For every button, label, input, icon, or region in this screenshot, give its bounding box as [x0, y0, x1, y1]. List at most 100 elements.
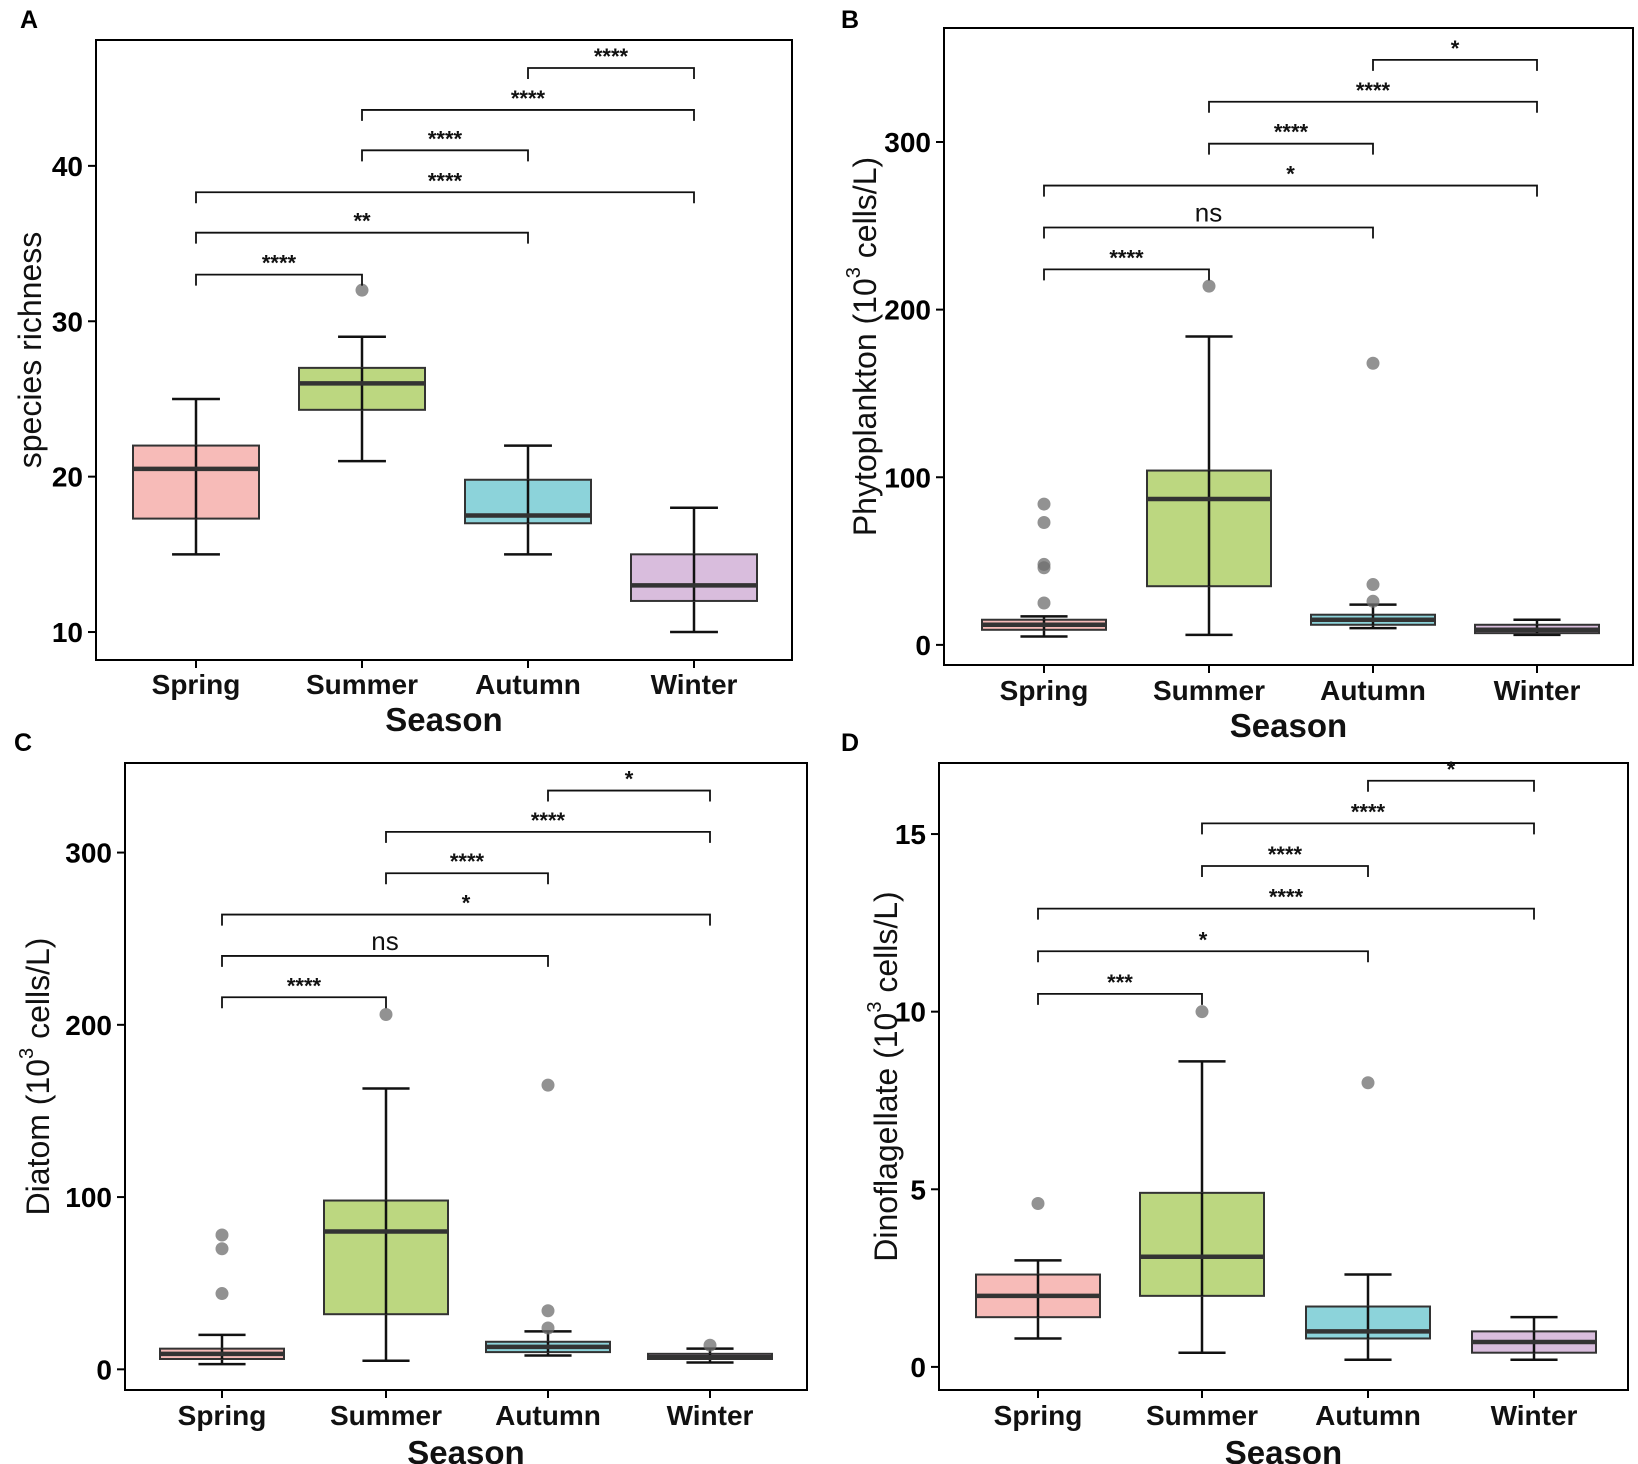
y-tick-label: 5 [910, 1174, 926, 1205]
x-tick-label-spring: Spring [152, 669, 241, 700]
bracket-line [221, 913, 711, 926]
outlier-point [1202, 279, 1216, 293]
bracket-line [527, 67, 695, 79]
y-axis-label-suffix: cells/L) [847, 157, 883, 267]
significance-bracket: * [221, 891, 711, 926]
box-summer [1146, 279, 1272, 637]
y-tick-label: 0 [915, 630, 931, 661]
panel-d: D 0 5 10 15 Dinoflagellate (103 cells/L) Sprin… [841, 729, 1629, 1464]
y-axis-label: Dinoflagellate (103 cells/L) [864, 891, 904, 1261]
significance-label: * [625, 767, 634, 792]
box-spring [132, 397, 260, 556]
significance-bracket: **** [195, 251, 363, 286]
x-axis-label: Season [407, 1434, 524, 1464]
significance-label: * [1199, 927, 1208, 952]
bracket-line [195, 191, 695, 204]
significance-label: **** [450, 849, 485, 874]
y-axis-label-suffix: cells/L) [20, 938, 56, 1048]
box-autumn [1305, 1076, 1431, 1362]
significance-bracket: *** [1037, 970, 1203, 1005]
significance-label: **** [1351, 799, 1386, 824]
y-axis-label-superscript: 3 [843, 267, 865, 278]
significance-bracket: **** [385, 808, 711, 843]
significance-bracket: **** [195, 168, 695, 204]
outlier-point [355, 283, 369, 297]
outlier-point [1037, 561, 1051, 575]
outlier-point [1037, 596, 1051, 610]
y-tick-label: 0 [96, 1354, 112, 1385]
significance-bracket: * [1043, 162, 1538, 197]
box-spring [975, 1196, 1101, 1340]
y-tick-label: 100 [884, 462, 931, 493]
significance-label: **** [428, 126, 463, 151]
outlier-point [215, 1228, 229, 1242]
significance-bracket: ns [1043, 197, 1374, 239]
significance-label: * [1286, 162, 1295, 187]
outlier-point [703, 1338, 717, 1352]
significance-label: **** [1109, 245, 1144, 270]
box-spring [981, 497, 1107, 638]
bracket-line [1037, 993, 1203, 1005]
significance-bracket: * [547, 767, 711, 802]
significance-label: **** [531, 808, 566, 833]
significance-bracket: **** [221, 973, 387, 1009]
x-tick-label-autumn: Autumn [475, 669, 581, 700]
bracket-line [547, 789, 711, 802]
bracket-line [361, 149, 529, 162]
x-tick-label-autumn: Autumn [1315, 1400, 1421, 1431]
significance-label: **** [287, 973, 322, 998]
y-axis-label-suffix: cells/L) [868, 891, 904, 1001]
plot-frame [95, 39, 793, 661]
box-winter [630, 506, 758, 634]
significance-label: **** [594, 44, 629, 69]
significance-bracket: * [1037, 927, 1369, 963]
bracket-line [385, 831, 711, 843]
box-autumn [485, 1078, 611, 1357]
significance-label: * [462, 891, 471, 916]
x-axis-label: Season [1230, 707, 1347, 744]
y-axis-label-superscript: 3 [864, 1002, 886, 1013]
bracket-line [361, 109, 695, 121]
y-tick-label: 100 [65, 1182, 112, 1213]
outlier-point [215, 1287, 229, 1301]
x-tick-label-autumn: Autumn [1320, 675, 1426, 706]
bracket-line [195, 231, 529, 244]
y-axis-label-text: species richness [12, 232, 48, 469]
significance-label: **** [262, 251, 297, 276]
outlier-point [541, 1078, 555, 1092]
bracket-line [1037, 907, 1535, 920]
y-tick-label: 300 [884, 127, 931, 158]
outlier-point [1031, 1196, 1045, 1210]
significance-label: * [1451, 36, 1460, 61]
significance-bracket: **** [361, 126, 529, 162]
y-axis-label: Phytoplankton (103 cells/L) [843, 157, 883, 536]
significance-label: * [1447, 757, 1456, 782]
y-tick-label: 30 [52, 306, 83, 337]
significance-label: **** [428, 168, 463, 193]
outlier-point [541, 1304, 555, 1318]
panel-a: A 10 20 30 40 species richness Spring Summer Aut… [12, 6, 793, 738]
significance-label: **** [1269, 885, 1304, 910]
significance-bracket: **** [1208, 120, 1374, 155]
significance-bracket: **** [361, 86, 695, 121]
x-tick-label-summer: Summer [1146, 1400, 1258, 1431]
x-tick-label-summer: Summer [1153, 675, 1265, 706]
significance-label: **** [511, 86, 546, 111]
y-tick-label: 0 [910, 1352, 926, 1383]
x-axis-label: Season [385, 701, 502, 738]
y-axis-label: Diatom (103 cells/L) [16, 938, 56, 1216]
plot-frame [943, 27, 1634, 666]
y-tick-label: 10 [52, 617, 83, 648]
y-axis-label-text: Dinoflagellate (10 [868, 1013, 904, 1262]
y-axis-label: species richness [12, 232, 48, 469]
outlier-point [215, 1242, 229, 1256]
y-tick-label: 40 [52, 151, 83, 182]
significance-bracket: * [1367, 757, 1535, 792]
significance-bracket: **** [1208, 78, 1538, 113]
bracket-line [1367, 779, 1535, 792]
bracket-line [385, 872, 549, 885]
box-autumn [464, 444, 592, 556]
significance-label: **** [1268, 842, 1303, 867]
